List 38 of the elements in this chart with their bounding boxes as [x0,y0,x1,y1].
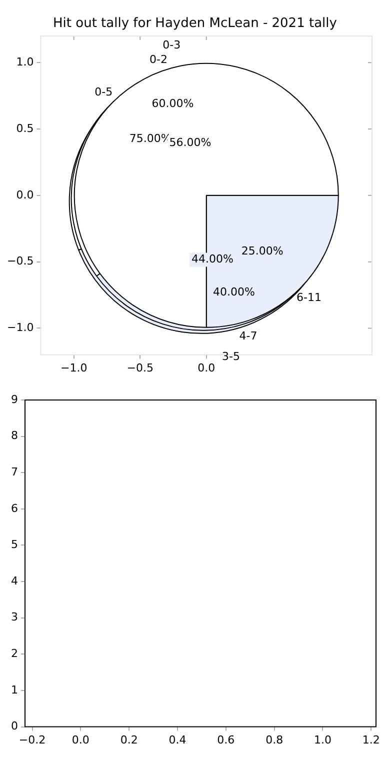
y-tick-label: −0.5 [6,254,34,268]
x-tick-label: 0.6 [217,733,235,746]
x-tick-label: 0.4 [168,733,186,746]
y-tick-label: −1.0 [6,321,34,334]
y-tick-label: 9 [11,392,18,406]
x-tick-label: 0.0 [198,361,216,374]
slice-label: 0-5 [94,86,113,99]
y-tick-label: 6 [11,502,18,515]
x-tick-label: 1.0 [314,733,332,746]
data-label: 25.00% [241,244,284,258]
y-tick-label: 0.5 [16,122,34,135]
data-label: 56.00% [169,136,212,149]
y-tick-label: 0 [11,720,18,733]
x-tick-label: 0.8 [266,733,284,746]
data-label: 40.00% [212,285,255,298]
x-tick-label: −1.0 [60,361,88,374]
y-tick-label: 1.0 [16,55,34,68]
chart-title: Hit out tally for Hayden McLean - 2021 tally [52,16,338,31]
y-tick-label: 3 [11,610,18,624]
x-tick-label: 0.2 [120,733,138,746]
y-tick-label: 4 [11,574,18,588]
x-tick-label: 0.0 [72,733,90,746]
slice-label: 3-5 [222,350,240,363]
y-tick-label: 8 [11,429,18,442]
slice-label: 0-2 [149,53,168,66]
data-label: 44.00% [192,252,234,266]
slice-label: 6-11 [296,290,322,304]
y-tick-label: 2 [11,647,18,660]
x-tick-label: 1.2 [362,733,380,746]
y-tick-label: 7 [11,465,18,478]
x-tick-label: −0.5 [126,361,154,374]
y-tick-label: 0.0 [16,188,34,202]
x-tick-label: −0.2 [18,733,46,746]
data-label: 60.00% [152,97,194,110]
y-tick-label: 1 [11,683,18,696]
slice-label: 0-3 [162,38,181,52]
y-tick-label: 5 [11,538,18,552]
slice-label: 4-7 [239,329,258,342]
